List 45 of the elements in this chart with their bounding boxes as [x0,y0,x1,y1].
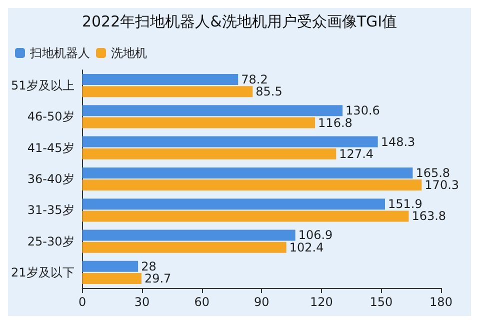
data-label: 78.2 [241,72,268,87]
y-tick-label: 21岁及以下 [10,265,74,280]
bar [82,180,422,191]
data-label: 106.9 [298,228,333,242]
bar [82,242,286,253]
data-label: 28 [141,259,156,274]
bar [82,198,385,210]
bar [82,117,316,128]
bar [82,148,336,160]
bar [82,167,413,178]
bar [82,105,343,116]
data-label: 151.9 [388,197,422,212]
x-tick-label: 90 [254,295,270,309]
bar [82,230,296,241]
bar [82,86,253,98]
data-label: 170.3 [424,178,460,192]
y-tick-label: 31-35岁 [27,203,74,218]
data-label: 29.7 [144,271,172,286]
y-tick-label: 25-30岁 [27,234,74,248]
data-label: 116.8 [318,116,352,130]
data-label: 148.3 [380,134,416,149]
chart-title: 2022年扫地机器人&洗地机用户受众画像TGI值 [82,12,398,30]
data-label: 130.6 [346,104,380,118]
y-tick-label: 36-40岁 [27,172,74,186]
bar [82,74,238,86]
x-tick-label: 120 [310,295,333,309]
data-label: 165.8 [416,166,450,180]
x-tick-label: 30 [134,295,150,309]
bar [82,260,138,272]
x-tick-label: 150 [370,295,393,309]
data-label: 102.4 [289,240,324,254]
x-tick-label: 180 [430,295,452,309]
bar [82,136,378,148]
y-tick-label: 41-45岁 [27,140,74,155]
y-tick-label: 46-50岁 [27,110,74,124]
bar [82,210,409,222]
x-tick-label: 0 [78,295,86,309]
data-label: 163.8 [412,209,446,224]
data-label: 85.5 [256,84,282,99]
data-label: 127.4 [339,146,374,161]
legend-label: 扫地机器人 [29,46,90,60]
bar [82,272,142,284]
x-tick-label: 60 [194,295,210,309]
legend-label: 洗地机 [111,46,147,60]
y-tick-label: 51岁及以上 [10,78,74,93]
